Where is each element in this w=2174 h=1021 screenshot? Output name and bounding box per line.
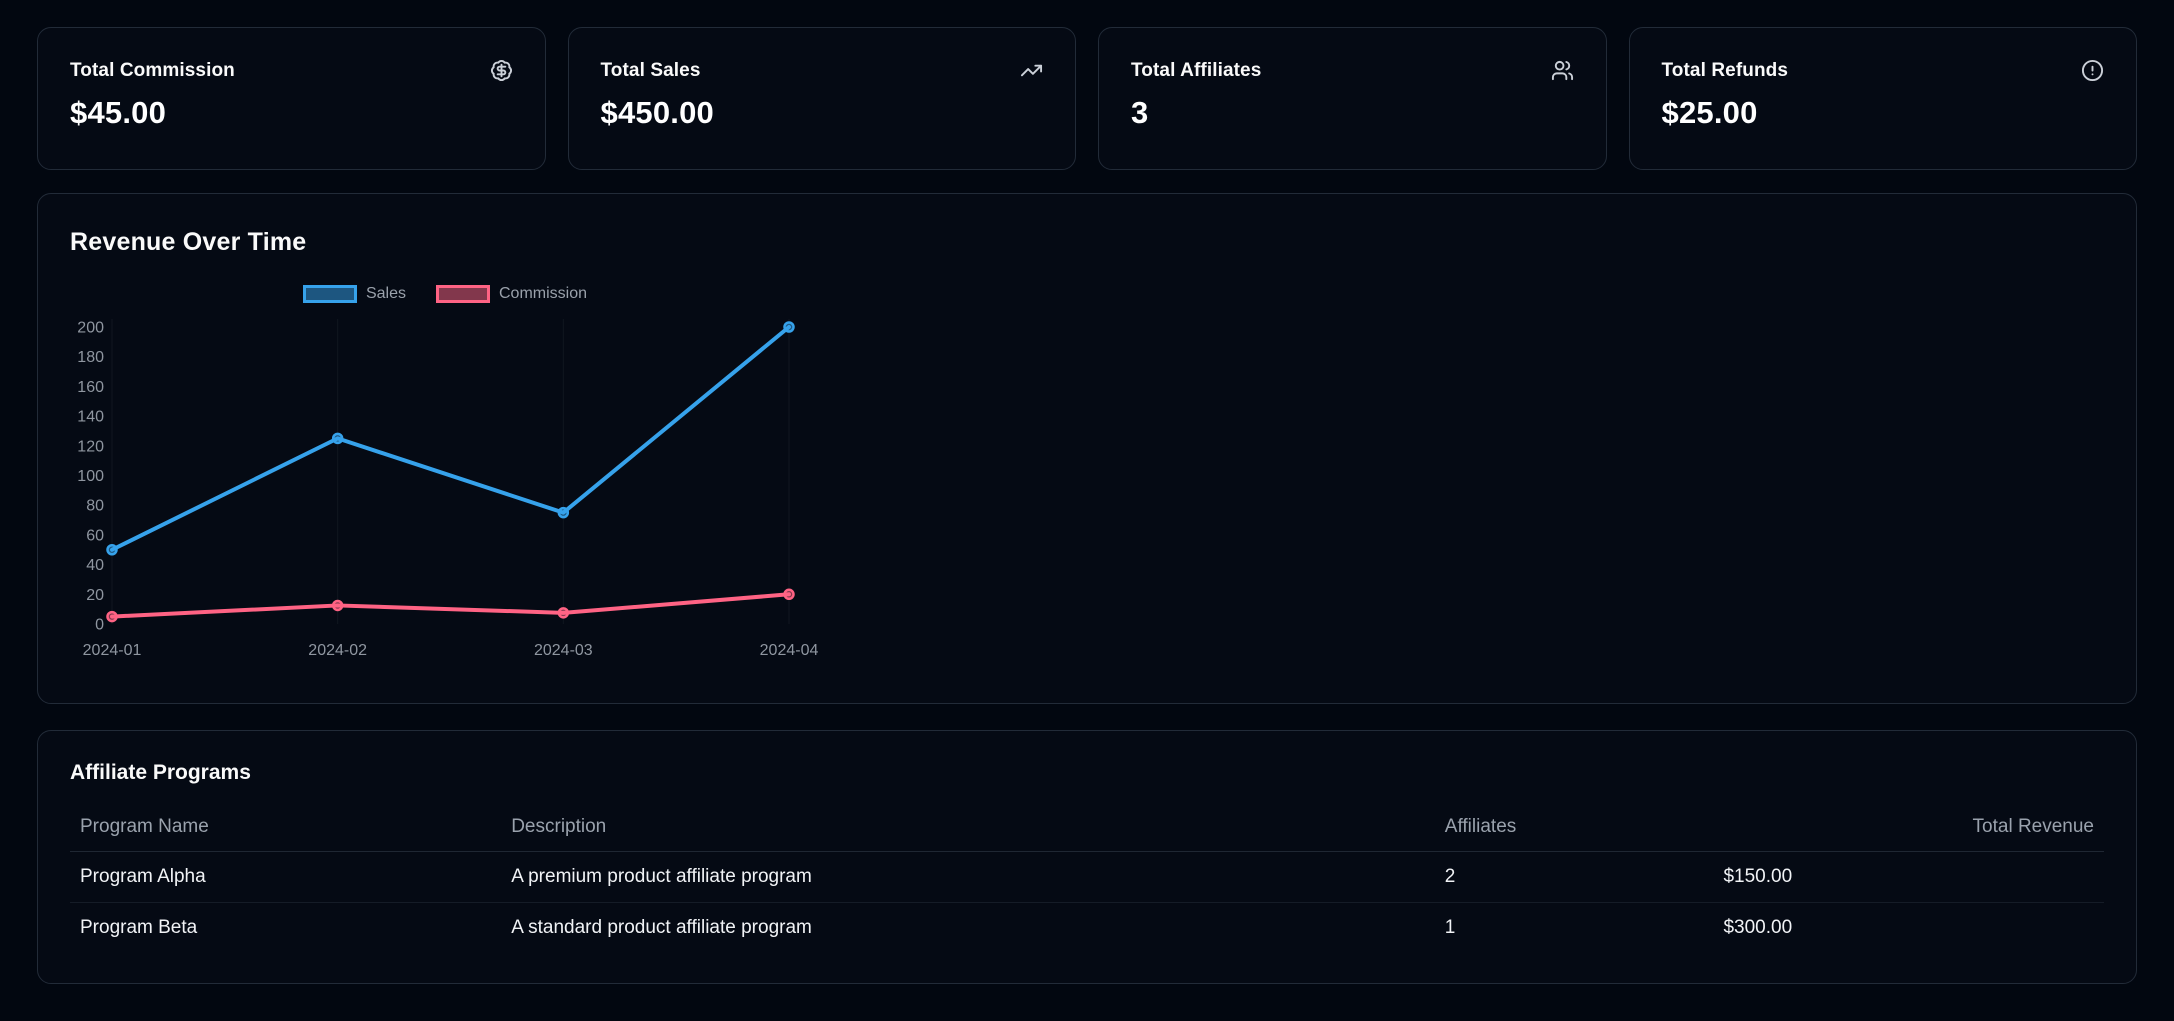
users-icon: [1551, 59, 1574, 82]
stat-label: Total Affiliates: [1131, 59, 1262, 81]
legend-item-sales[interactable]: Sales: [302, 285, 406, 303]
column-header-description: Description: [501, 803, 1435, 852]
stat-card-total-affiliates: Total Affiliates 3: [1098, 27, 1607, 170]
y-tick-label: 180: [77, 349, 104, 366]
y-tick-label: 20: [86, 587, 104, 604]
table-cell: A premium product affiliate program: [501, 851, 1435, 903]
trending-up-icon: [1020, 59, 1043, 82]
legend-swatch: [436, 285, 490, 303]
affiliate-programs-table: Program Name Description Affiliates Total R…: [70, 803, 2104, 953]
revenue-chart: Sales Commission 0 20 40 60 80 100 120 140 160 180…: [70, 281, 820, 663]
table-title: Affiliate Programs: [70, 761, 251, 784]
column-header-affiliates: Affiliates: [1434, 803, 1714, 852]
x-tick-label: 2024-03: [534, 642, 593, 659]
sales-data-point: [557, 506, 570, 519]
table-cell: $300.00: [1723, 917, 1793, 938]
affiliate-programs-card: Affiliate Programs Program Name Descripti…: [37, 730, 2137, 984]
alert-circle-icon: [2081, 59, 2104, 82]
y-tick-label: 40: [86, 557, 104, 574]
table-cell: 1: [1444, 917, 1456, 938]
revenue-over-time-card: Revenue Over Time Sales Commission 0 20 40 6…: [37, 193, 2137, 704]
y-tick-label: 60: [86, 527, 104, 544]
x-tick-label: 2024-02: [308, 642, 367, 659]
stat-label: Total Commission: [70, 59, 235, 81]
table-cell: $150.00: [1713, 851, 2104, 903]
table-row: Program Alpha A premium product affiliate…: [70, 851, 2104, 903]
y-tick-label: 80: [86, 498, 104, 515]
commission-data-point: [106, 610, 118, 623]
stat-card-total-commission: Total Commission $45.00: [37, 27, 546, 170]
sales-data-point: [783, 321, 795, 333]
stat-label: Total Sales: [600, 59, 701, 81]
revenue-chart-canvas[interactable]: 0 20 40 60 80 100 120 140 160 180 200 2024-01 2024-0…: [70, 311, 820, 663]
table-row: Program Beta A standard product affiliate…: [70, 903, 2104, 954]
chart-title: Revenue Over Time: [70, 228, 307, 256]
y-tick-label: 140: [77, 409, 104, 426]
badge-dollar-sign-icon: [490, 59, 513, 82]
sales-line: [110, 325, 791, 552]
chart-legend: Sales Commission: [70, 281, 820, 307]
x-tick-label: 2024-04: [760, 642, 819, 659]
stat-value: $450.00: [600, 95, 714, 130]
column-header-program-name: Program Name: [70, 803, 502, 852]
y-tick-label: 0: [95, 617, 104, 634]
column-header-total-revenue: Total Revenue: [1713, 803, 2104, 852]
commission-data-point: [557, 607, 570, 619]
stat-cards-row: Total Commission $45.00 Total Sales: [37, 27, 2137, 170]
commission-data-point: [783, 588, 795, 601]
stat-card-total-sales: Total Sales $450.00: [567, 27, 1076, 170]
stat-card-total-refunds: Total Refunds $25.00: [1628, 27, 2137, 170]
stat-value: 3: [1131, 95, 1149, 130]
table-cell: 2: [1434, 851, 1714, 903]
y-tick-label: 100: [77, 468, 104, 485]
legend-label: Sales: [365, 285, 406, 302]
y-tick-label: 160: [77, 379, 104, 396]
y-tick-label: 200: [77, 320, 104, 337]
sales-data-point: [331, 432, 344, 445]
table-cell: Program Alpha: [70, 851, 502, 903]
y-tick-label: 120: [77, 438, 104, 455]
table-cell: A standard product affiliate program: [511, 917, 812, 938]
stat-label: Total Refunds: [1661, 59, 1789, 81]
table-cell: Program Beta: [80, 917, 198, 938]
commission-line: [110, 592, 791, 619]
sales-data-point: [106, 544, 118, 556]
x-tick-label: 2024-01: [83, 642, 142, 659]
legend-swatch: [302, 285, 357, 303]
table-header-row: Program Name Description Affiliates Total R…: [70, 803, 2104, 852]
commission-data-point: [331, 599, 344, 612]
stat-value: $45.00: [70, 95, 167, 130]
legend-item-commission[interactable]: Commission: [436, 285, 587, 303]
stat-value: $25.00: [1661, 95, 1758, 130]
legend-label: Commission: [499, 285, 588, 302]
